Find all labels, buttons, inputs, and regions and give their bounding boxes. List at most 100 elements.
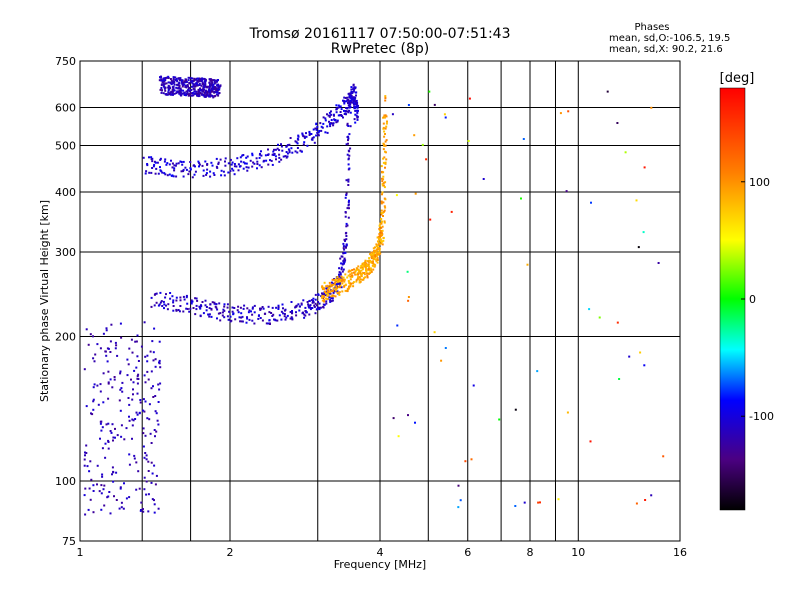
- data-point: [366, 274, 369, 277]
- data-point: [247, 166, 250, 169]
- data-point: [112, 439, 114, 442]
- data-point: [105, 327, 108, 330]
- y-tick-label: 600: [55, 102, 76, 115]
- data-point: [606, 90, 609, 93]
- data-point: [343, 96, 346, 99]
- data-point: [325, 287, 328, 290]
- data-point: [395, 194, 398, 197]
- data-point: [213, 174, 216, 176]
- data-point: [154, 410, 157, 413]
- data-point: [280, 145, 283, 148]
- data-point: [336, 276, 339, 279]
- data-point: [314, 298, 317, 301]
- data-point: [128, 347, 131, 350]
- data-point: [138, 411, 141, 414]
- data-point: [209, 91, 212, 94]
- data-point: [119, 487, 122, 490]
- data-point: [337, 106, 340, 109]
- data-point: [237, 305, 240, 308]
- data-point: [312, 301, 315, 304]
- data-point: [144, 452, 147, 454]
- data-point: [159, 382, 162, 385]
- data-point: [359, 270, 361, 273]
- data-point: [340, 280, 343, 283]
- data-point: [328, 290, 331, 293]
- data-point: [213, 301, 216, 304]
- data-point: [326, 131, 329, 134]
- data-point: [242, 307, 245, 310]
- data-point: [383, 135, 386, 138]
- data-point: [333, 279, 336, 281]
- data-point: [313, 305, 316, 308]
- data-point: [206, 91, 209, 94]
- data-point: [414, 192, 417, 195]
- data-point: [195, 90, 198, 93]
- data-point: [204, 299, 207, 302]
- data-point: [183, 94, 186, 96]
- data-point: [355, 280, 358, 283]
- data-point: [328, 287, 331, 290]
- data-point: [325, 302, 328, 305]
- data-point: [150, 461, 153, 464]
- data-point: [157, 423, 160, 426]
- data-point: [350, 98, 353, 101]
- data-point: [107, 397, 110, 400]
- data-point: [197, 80, 200, 83]
- data-point: [134, 418, 137, 420]
- data-point: [204, 91, 207, 94]
- data-point: [92, 484, 95, 487]
- data-point: [339, 105, 342, 108]
- data-point: [370, 269, 373, 272]
- data-point: [338, 286, 341, 289]
- data-point: [172, 305, 175, 307]
- data-point: [126, 358, 129, 361]
- data-point: [269, 323, 271, 325]
- data-point: [146, 163, 149, 165]
- colorbar-label: [deg]: [720, 71, 755, 86]
- data-point: [362, 278, 365, 281]
- data-point: [96, 464, 99, 467]
- data-point: [314, 312, 317, 315]
- data-point: [365, 267, 367, 270]
- data-point: [382, 116, 385, 119]
- data-point: [246, 316, 248, 319]
- data-point: [147, 470, 150, 472]
- data-point: [635, 199, 638, 202]
- data-point: [102, 332, 105, 335]
- data-point: [157, 172, 160, 175]
- data-point: [258, 156, 261, 159]
- data-point: [314, 302, 317, 305]
- data-point: [567, 110, 570, 113]
- data-point: [360, 264, 363, 267]
- data-point: [164, 79, 167, 82]
- data-point: [204, 160, 207, 163]
- data-point: [321, 292, 323, 295]
- data-point: [220, 174, 223, 177]
- data-point: [213, 302, 216, 305]
- data-point: [161, 305, 164, 307]
- data-point: [143, 476, 146, 479]
- data-point: [151, 472, 154, 475]
- data-point: [85, 328, 88, 331]
- data-point: [459, 499, 462, 502]
- data-point: [326, 297, 329, 300]
- data-point: [380, 218, 383, 220]
- data-point: [308, 132, 311, 135]
- data-point: [233, 165, 236, 168]
- data-point: [251, 307, 254, 310]
- data-point: [384, 99, 387, 102]
- data-point: [345, 238, 348, 241]
- data-point: [354, 96, 357, 99]
- data-point: [383, 116, 386, 119]
- data-point: [289, 311, 292, 313]
- data-point: [381, 229, 384, 232]
- data-point: [378, 247, 381, 250]
- data-point: [160, 170, 163, 173]
- data-point: [370, 251, 373, 254]
- data-point: [224, 157, 227, 160]
- data-point: [189, 307, 192, 310]
- data-point: [343, 109, 345, 112]
- data-point: [335, 285, 338, 288]
- data-point: [336, 290, 339, 293]
- data-point: [330, 296, 332, 299]
